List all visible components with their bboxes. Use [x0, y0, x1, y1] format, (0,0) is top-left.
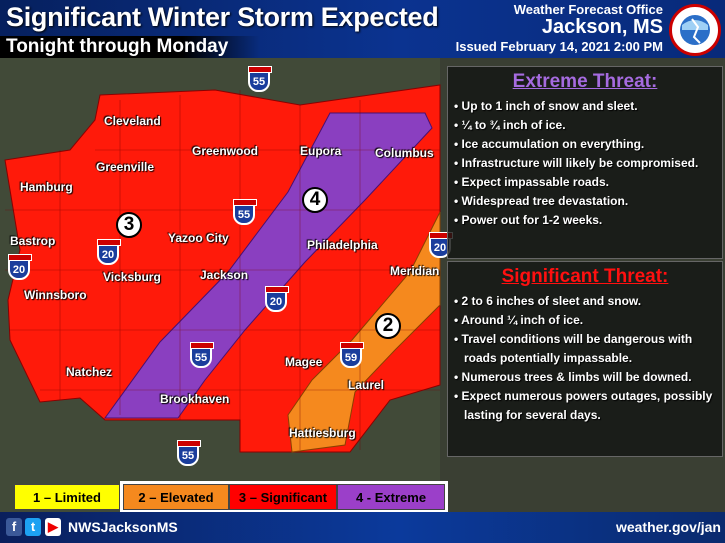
- significant-threat-item: 2 to 6 inches of sleet and snow.: [454, 292, 716, 311]
- extreme-threat-heading: Extreme Threat:: [512, 71, 658, 92]
- significant-threat-item: Numerous trees & limbs will be downed.: [454, 368, 716, 387]
- interstate-shield-icon: 20: [429, 232, 453, 258]
- city-label: Yazoo City: [168, 231, 229, 245]
- twitter-icon[interactable]: t: [25, 518, 41, 536]
- city-label: Eupora: [300, 144, 342, 158]
- elevated-threat-area: [287, 211, 441, 453]
- legend-extreme: 4 - Extreme: [337, 484, 445, 510]
- city-label: Hattiesburg: [289, 426, 356, 440]
- interstate-shield-icon: 55: [190, 342, 214, 368]
- threat-level-marker: 3: [116, 212, 142, 238]
- city-label: Jackson: [200, 268, 249, 282]
- threat-level-marker: 2: [375, 313, 401, 339]
- extreme-threat-area: [104, 112, 433, 419]
- website-link[interactable]: weather.gov/jan: [615, 519, 721, 535]
- significant-threat-heading: Significant Threat:: [501, 266, 669, 287]
- extreme-threat-item: Infrastructure will likely be compromise…: [454, 154, 716, 173]
- city-label: Columbus: [375, 146, 434, 160]
- extreme-threat-item: Ice accumulation on everything.: [454, 135, 716, 154]
- city-label: Greenville: [96, 160, 155, 174]
- extreme-threat-panel: Extreme Threat: Up to 1 inch of snow and…: [447, 66, 723, 259]
- interstate-shield-icon: 20: [8, 254, 32, 280]
- significant-threat-item: Travel conditions will be dangerous with…: [454, 330, 716, 368]
- extreme-threat-item: Power out for 1-2 weeks.: [454, 211, 716, 230]
- city-label: Brookhaven: [160, 392, 230, 406]
- footer-bar: [0, 512, 725, 543]
- social-handle[interactable]: NWSJacksonMS: [68, 519, 178, 535]
- page-title: Significant Winter Storm Expected: [6, 2, 439, 32]
- legend-limited: 1 – Limited: [14, 484, 120, 510]
- city-label: Hamburg: [20, 180, 73, 194]
- interstate-shield-icon: 55: [177, 440, 201, 466]
- city-label: Winnsboro: [24, 288, 87, 302]
- city-label: Natchez: [66, 365, 113, 379]
- significant-threat-item: Expect numerous powers outages, possibly…: [454, 387, 716, 425]
- office-label: Weather Forecast Office: [513, 2, 663, 17]
- significant-threat-item: Around ¼ inch of ice.: [454, 311, 716, 330]
- legend-box: 2 – Elevated 3 – Significant 4 - Extreme: [120, 481, 448, 513]
- legend-elevated: 2 – Elevated: [123, 484, 229, 510]
- legend-significant: 3 – Significant: [229, 484, 337, 510]
- interstate-shield-icon: 20: [97, 239, 121, 265]
- extreme-threat-item: Widespread tree devastation.: [454, 192, 716, 211]
- city-label: Magee: [285, 355, 323, 369]
- office-city: Jackson, MS: [541, 16, 663, 38]
- extreme-threat-item: ¼ to ¾ inch of ice.: [454, 116, 716, 135]
- city-label: Philadelphia: [307, 238, 378, 252]
- city-label: Laurel: [348, 378, 385, 392]
- city-label: Vicksburg: [103, 270, 161, 284]
- interstate-shield-icon: 55: [233, 199, 257, 225]
- county-lines: [5, 90, 440, 450]
- nws-logo: [669, 4, 721, 56]
- page-subtitle: Tonight through Monday: [6, 36, 229, 57]
- issued-time: Issued February 14, 2021 2:00 PM: [455, 39, 663, 54]
- city-label: Cleveland: [104, 114, 161, 128]
- extreme-threat-item: Up to 1 inch of snow and sleet.: [454, 97, 716, 116]
- interstate-shield-icon: 59: [340, 342, 364, 368]
- facebook-icon[interactable]: f: [6, 518, 22, 536]
- youtube-icon[interactable]: ▶: [45, 518, 61, 536]
- city-label: Greenwood: [192, 144, 259, 158]
- subtitle-bar: [0, 36, 260, 58]
- extreme-threat-item: Expect impassable roads.: [454, 173, 716, 192]
- interstate-shield-icon: 55: [248, 66, 272, 92]
- city-label: Meridian: [390, 264, 440, 278]
- significant-threat-panel: Significant Threat: 2 to 6 inches of sle…: [447, 261, 723, 457]
- interstate-shield-icon: 20: [265, 286, 289, 312]
- city-label: Bastrop: [10, 234, 56, 248]
- threat-level-marker: 4: [302, 187, 328, 213]
